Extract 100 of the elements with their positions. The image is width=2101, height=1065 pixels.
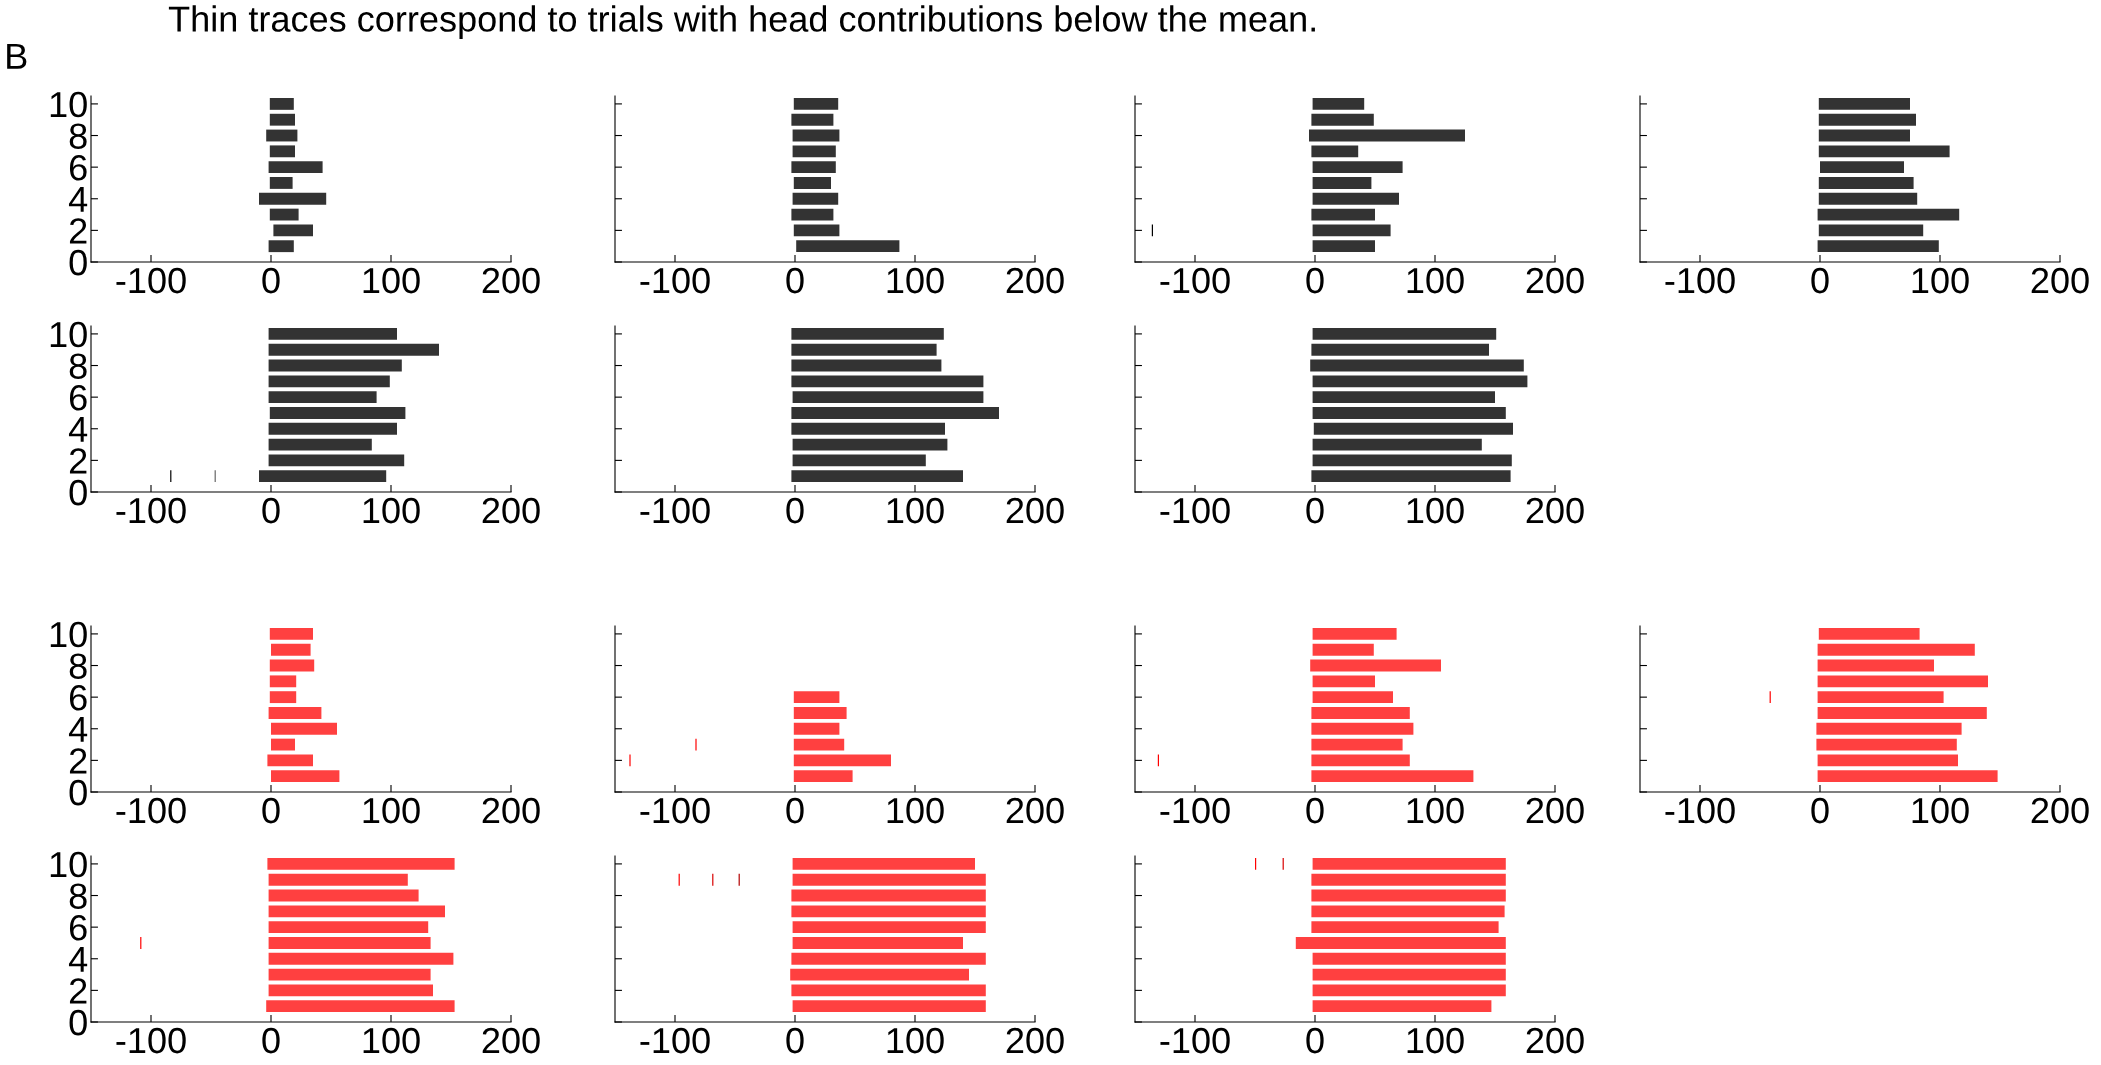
bar xyxy=(1817,754,1958,767)
bar xyxy=(268,905,445,918)
bar xyxy=(792,129,840,142)
x-tick-label: 100 xyxy=(1407,497,1464,524)
bar xyxy=(268,454,405,467)
bar xyxy=(1817,240,1939,253)
x-tick-label: 200 xyxy=(1006,497,1064,524)
x-tick-label: 0 xyxy=(262,1027,280,1054)
bar xyxy=(1817,770,1998,783)
x-tick-label: -100 xyxy=(1160,267,1230,294)
bar xyxy=(268,327,397,340)
bar xyxy=(1312,240,1375,253)
x-tick-label: 200 xyxy=(2031,267,2089,294)
bar xyxy=(792,1000,986,1013)
bar xyxy=(273,224,313,237)
bar xyxy=(1311,921,1499,934)
y-tick-label: 6 xyxy=(69,915,87,941)
text: B xyxy=(7,43,27,69)
bar xyxy=(1311,707,1410,719)
bar xyxy=(1818,113,1916,126)
bar xyxy=(1818,129,1910,142)
x-tick-label: 0 xyxy=(262,267,280,294)
x-tick-label: 200 xyxy=(482,797,540,824)
bar xyxy=(271,643,311,656)
bar xyxy=(1311,889,1506,902)
y-tick-label: 8 xyxy=(69,883,87,909)
x-tick-label: 0 xyxy=(1306,267,1324,294)
bar xyxy=(268,889,419,902)
bar xyxy=(1312,375,1528,388)
x-tick-label: 0 xyxy=(262,497,280,524)
y-tick-label: 2 xyxy=(69,748,87,774)
bar xyxy=(1312,643,1374,656)
bar xyxy=(267,754,313,767)
bar xyxy=(791,407,999,419)
bar xyxy=(269,145,295,158)
y-tick-label: 6 xyxy=(69,155,87,181)
bar xyxy=(796,240,900,253)
x-tick-label: 100 xyxy=(887,1027,944,1054)
x-tick-label: 0 xyxy=(1306,797,1324,824)
bar xyxy=(268,343,439,356)
x-tick-label: -100 xyxy=(1160,1027,1230,1054)
y-tick-label: 10 xyxy=(50,321,87,348)
y-tick-label: 10 xyxy=(50,91,87,118)
x-tick-label: 200 xyxy=(1526,797,1584,824)
bar xyxy=(269,691,297,704)
bar xyxy=(793,707,847,719)
bar xyxy=(792,857,975,870)
bar xyxy=(1310,659,1441,672)
bar xyxy=(793,754,891,767)
bar xyxy=(791,375,984,388)
x-tick-label: 200 xyxy=(1006,267,1064,294)
x-tick-label: 100 xyxy=(887,267,944,294)
x-tick-label: 0 xyxy=(786,1027,804,1054)
bar xyxy=(268,391,377,404)
bar xyxy=(1295,937,1506,949)
x-tick-label: 200 xyxy=(1526,267,1584,294)
y-tick-label: 8 xyxy=(69,123,87,149)
bar xyxy=(791,327,944,340)
x-tick-label: 200 xyxy=(482,1027,540,1054)
bar xyxy=(1312,97,1365,110)
x-tick-label: 100 xyxy=(1407,1027,1464,1054)
x-tick-label: -100 xyxy=(640,1027,710,1054)
x-tick-label: 100 xyxy=(363,497,420,524)
x-tick-label: -100 xyxy=(1160,797,1230,824)
bar xyxy=(268,873,408,886)
bar xyxy=(791,343,937,356)
x-tick-label: 0 xyxy=(786,267,804,294)
x-tick-label: -100 xyxy=(1665,267,1735,294)
bar xyxy=(1312,407,1506,419)
bar xyxy=(1311,873,1506,886)
bar xyxy=(1820,161,1904,174)
x-tick-label: 100 xyxy=(1407,797,1464,824)
y-tick-label: 6 xyxy=(69,385,87,411)
x-tick-label: 200 xyxy=(1006,1027,1064,1054)
bar xyxy=(1816,738,1957,751)
bar xyxy=(1817,675,1988,688)
x-tick-label: 200 xyxy=(2031,797,2089,824)
y-tick-label: 8 xyxy=(69,353,87,379)
bar xyxy=(1817,691,1944,704)
y-tick-label: 2 xyxy=(69,218,87,244)
x-tick-label: 0 xyxy=(262,797,280,824)
bar xyxy=(269,659,315,672)
x-tick-label: -100 xyxy=(116,797,186,824)
bar xyxy=(259,192,327,205)
bar xyxy=(269,208,299,221)
bar xyxy=(791,889,986,902)
x-tick-label: -100 xyxy=(640,267,710,294)
y-tick-label: 4 xyxy=(68,417,88,442)
bar xyxy=(793,224,840,237)
bar xyxy=(1312,391,1495,404)
bar xyxy=(792,921,986,934)
y-tick-label: 0 xyxy=(69,249,87,276)
bar xyxy=(1312,438,1482,451)
bar xyxy=(1311,905,1505,918)
bar xyxy=(1312,857,1506,870)
bar xyxy=(791,359,942,372)
x-tick-label: 0 xyxy=(786,797,804,824)
bar xyxy=(791,161,836,174)
x-tick-label: 200 xyxy=(482,497,540,524)
bar xyxy=(1816,722,1962,735)
